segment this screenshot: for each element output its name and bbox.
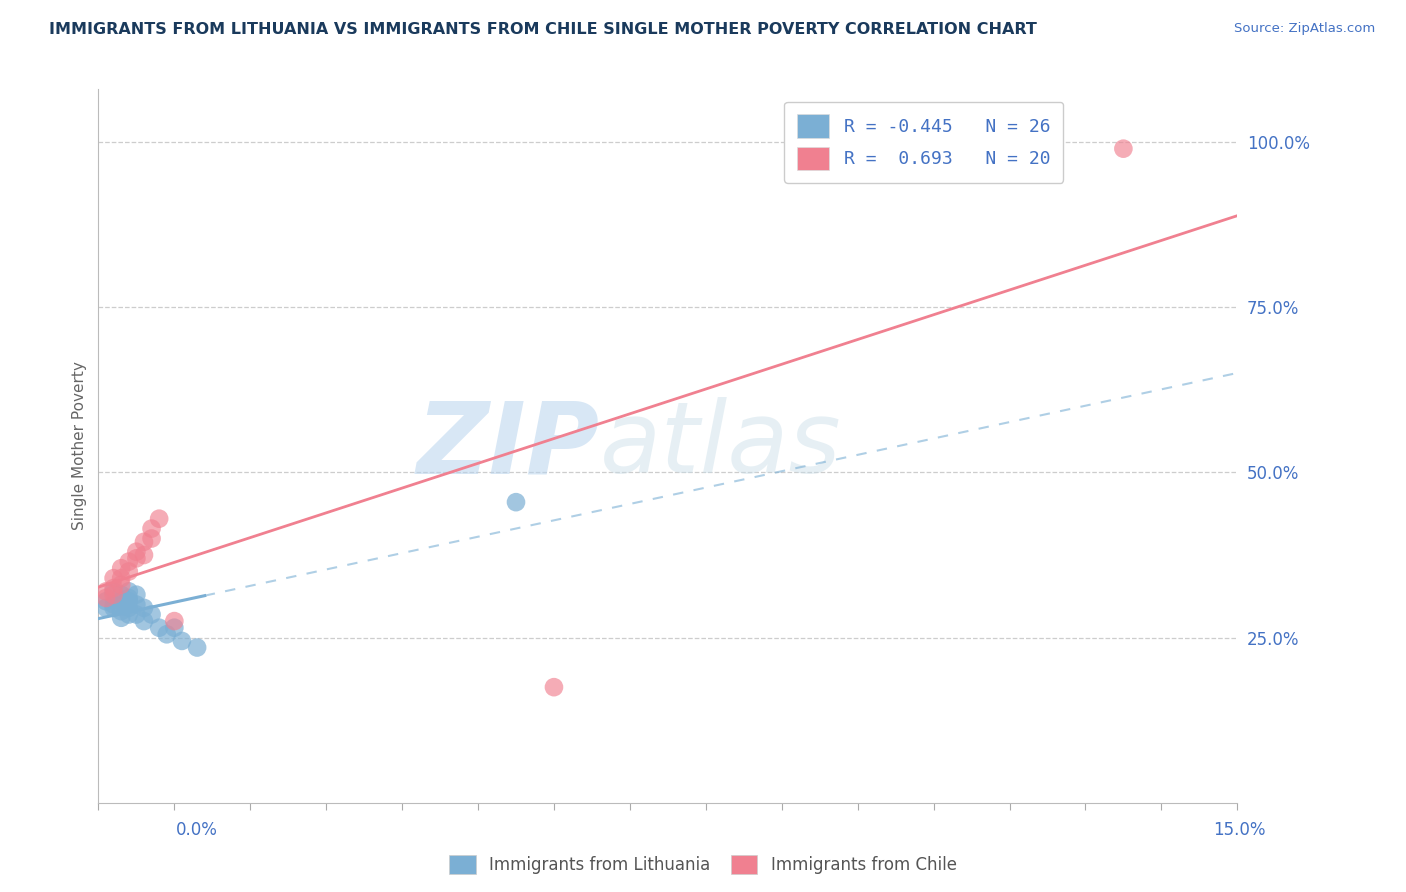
- Point: [132, 600, 155, 615]
- Point: [148, 511, 170, 525]
- Point: [103, 600, 125, 615]
- Text: Source: ZipAtlas.com: Source: ZipAtlas.com: [1234, 22, 1375, 36]
- Text: 15.0%: 15.0%: [1213, 821, 1265, 838]
- Point: [118, 591, 141, 605]
- Point: [125, 551, 148, 566]
- Y-axis label: Single Mother Poverty: Single Mother Poverty: [72, 361, 87, 531]
- Point: [125, 588, 148, 602]
- Point: [103, 584, 125, 599]
- Point: [103, 571, 125, 585]
- Text: atlas: atlas: [599, 398, 841, 494]
- Point: [94, 600, 117, 615]
- Point: [110, 588, 132, 602]
- Point: [1112, 142, 1135, 156]
- Point: [141, 522, 163, 536]
- Point: [110, 578, 132, 592]
- Point: [156, 627, 179, 641]
- Point: [186, 640, 208, 655]
- Text: 0.0%: 0.0%: [176, 821, 218, 838]
- Point: [141, 532, 163, 546]
- Point: [125, 607, 148, 622]
- Point: [110, 594, 132, 608]
- Legend: R = -0.445   N = 26, R =  0.693   N = 20: R = -0.445 N = 26, R = 0.693 N = 20: [785, 102, 1063, 183]
- Point: [118, 607, 141, 622]
- Point: [103, 588, 125, 602]
- Point: [118, 565, 141, 579]
- Point: [141, 607, 163, 622]
- Point: [505, 495, 527, 509]
- Point: [110, 561, 132, 575]
- Point: [94, 584, 117, 599]
- Point: [103, 581, 125, 595]
- Point: [110, 571, 132, 585]
- Point: [543, 680, 565, 694]
- Point: [118, 600, 141, 615]
- Point: [110, 611, 132, 625]
- Point: [118, 555, 141, 569]
- Point: [163, 621, 186, 635]
- Text: IMMIGRANTS FROM LITHUANIA VS IMMIGRANTS FROM CHILE SINGLE MOTHER POVERTY CORRELA: IMMIGRANTS FROM LITHUANIA VS IMMIGRANTS …: [49, 22, 1038, 37]
- Point: [132, 534, 155, 549]
- Legend: Immigrants from Lithuania, Immigrants from Chile: Immigrants from Lithuania, Immigrants fr…: [444, 850, 962, 880]
- Text: ZIP: ZIP: [416, 398, 599, 494]
- Point: [94, 594, 117, 608]
- Point: [118, 584, 141, 599]
- Point: [125, 545, 148, 559]
- Point: [110, 604, 132, 618]
- Point: [125, 598, 148, 612]
- Point: [103, 598, 125, 612]
- Point: [163, 614, 186, 628]
- Point: [94, 591, 117, 605]
- Point: [148, 621, 170, 635]
- Point: [170, 634, 193, 648]
- Point: [132, 548, 155, 562]
- Point: [118, 594, 141, 608]
- Point: [132, 614, 155, 628]
